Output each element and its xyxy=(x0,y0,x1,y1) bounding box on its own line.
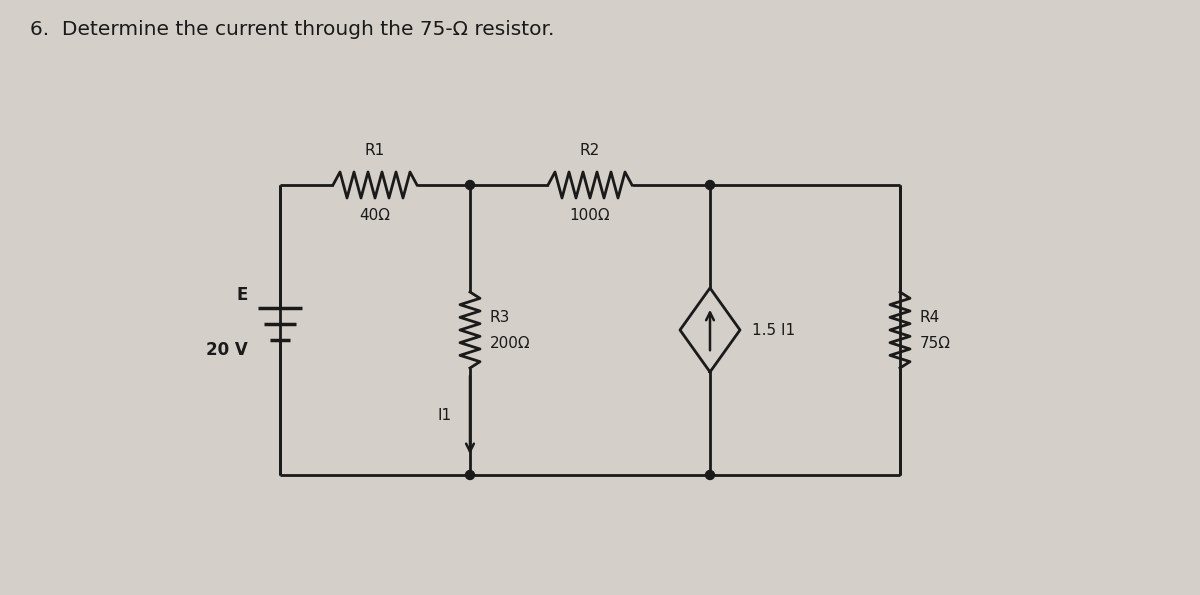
Text: 100Ω: 100Ω xyxy=(570,208,611,223)
Text: 40Ω: 40Ω xyxy=(360,208,390,223)
Text: 20 V: 20 V xyxy=(206,341,248,359)
Text: 200Ω: 200Ω xyxy=(490,336,530,350)
Text: 1.5 I1: 1.5 I1 xyxy=(752,322,796,337)
Text: R2: R2 xyxy=(580,143,600,158)
Circle shape xyxy=(706,471,714,480)
Circle shape xyxy=(466,471,474,480)
Circle shape xyxy=(466,180,474,189)
Text: I1: I1 xyxy=(438,408,452,422)
Text: R1: R1 xyxy=(365,143,385,158)
Circle shape xyxy=(706,180,714,189)
Text: 75Ω: 75Ω xyxy=(920,336,950,350)
Text: E: E xyxy=(236,286,248,304)
Text: 6.  Determine the current through the 75-Ω resistor.: 6. Determine the current through the 75-… xyxy=(30,20,554,39)
Text: R3: R3 xyxy=(490,309,510,324)
Text: R4: R4 xyxy=(920,309,941,324)
